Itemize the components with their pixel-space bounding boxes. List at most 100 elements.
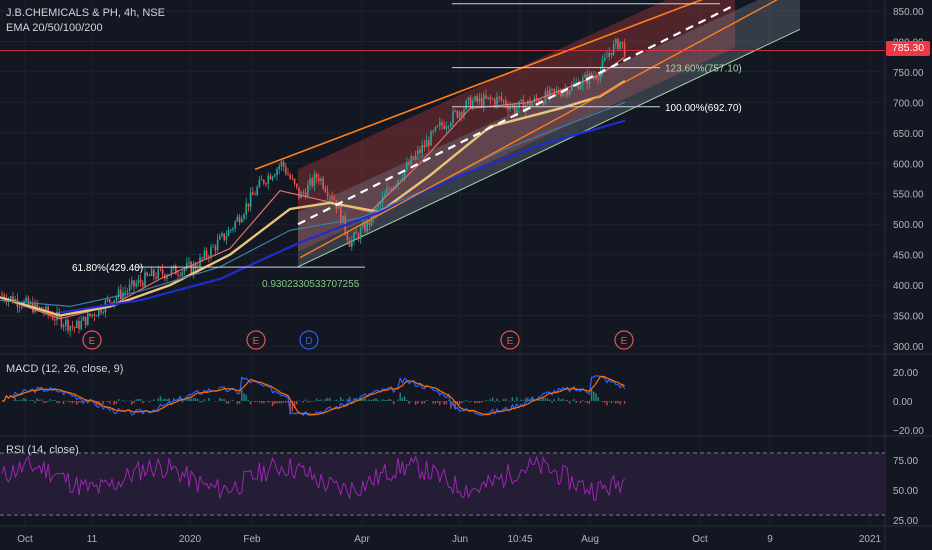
candle-body [441, 122, 443, 126]
candle-body [102, 312, 104, 314]
red-channel [298, 0, 735, 252]
candle-body [263, 179, 265, 184]
macd-histogram-bar [54, 400, 56, 401]
candle-body [364, 223, 366, 232]
macd-histogram-bar [560, 399, 562, 401]
candle-body [412, 156, 415, 160]
candle-body [577, 82, 580, 90]
candle-body [571, 84, 573, 91]
macd-histogram-bar [298, 400, 300, 401]
candle-body [234, 221, 236, 229]
event-label: D [305, 336, 312, 347]
macd-histogram-bar [604, 401, 606, 403]
macd-histogram-bar [590, 389, 593, 401]
price-tick: 450.00 [893, 251, 924, 262]
candle-body [212, 246, 214, 248]
channel-drawings [297, 0, 801, 268]
channel-label: 0.930233053370725​5 [262, 279, 360, 290]
candle-body [95, 315, 98, 317]
candle-body [285, 166, 287, 174]
candle-body [80, 320, 82, 330]
candle-body [302, 192, 305, 194]
candle-body [489, 97, 492, 100]
candle-body [71, 326, 74, 327]
channel-bottom [297, 28, 801, 268]
candle-body [280, 161, 283, 167]
macd-histogram-bar [168, 398, 170, 401]
candle-body [131, 280, 133, 285]
macd-histogram-bar [142, 401, 144, 404]
macd-histogram-bar [71, 401, 74, 404]
candle-body [62, 325, 65, 328]
macd-histogram-bar [56, 401, 58, 404]
price-tick: 500.00 [893, 220, 924, 231]
candle-body [584, 74, 586, 78]
candle-body [126, 290, 129, 292]
macd-histogram-bar [381, 399, 384, 401]
time-tick: 10:45 [507, 534, 532, 545]
candle-body [619, 41, 621, 50]
candle-body [106, 299, 109, 301]
candle-body [76, 321, 78, 328]
macd-histogram-bar [491, 397, 494, 401]
candle-body [113, 300, 115, 305]
candle-body [443, 125, 445, 129]
macd-histogram-bar [619, 401, 621, 405]
candle-body [399, 179, 401, 181]
macd-histogram-bar [399, 392, 401, 401]
macd-histogram-bar [161, 399, 164, 401]
candle-body [562, 91, 564, 97]
macd-histogram-bar [434, 401, 437, 404]
candle-body [612, 43, 615, 56]
candle-body [498, 96, 500, 98]
candle-body [47, 306, 49, 314]
candle-body [555, 90, 558, 92]
candle-body [590, 72, 593, 77]
candle-body [529, 100, 531, 106]
macd-histogram-bar [571, 400, 573, 401]
orange-trendline [254, 0, 704, 171]
candle-body [309, 178, 311, 185]
fib-618-label: 61.80%(429.40) [72, 263, 143, 274]
candle-body [133, 280, 135, 287]
candle-body [566, 88, 569, 95]
macd-histogram-bar [153, 399, 155, 401]
candle-body [621, 41, 624, 44]
macd-histogram-bar [192, 398, 195, 401]
macd-histogram-bar [249, 401, 252, 405]
macd-histogram-bar [190, 398, 192, 401]
candle-body [197, 268, 199, 270]
candle-body [474, 96, 476, 102]
candle-body [573, 83, 575, 85]
candle-body [170, 268, 173, 275]
macd-histogram-bar [29, 399, 32, 401]
candle-body [384, 193, 386, 197]
macd-histogram-bar [368, 399, 371, 401]
macd-histogram-bar [544, 398, 547, 401]
price-tick: 650.00 [893, 129, 924, 140]
macd-histogram-bar [208, 398, 210, 401]
candle-body [122, 292, 124, 299]
macd-histogram-bar [315, 398, 318, 401]
candle-body [135, 283, 137, 287]
candle-body [245, 203, 247, 215]
macd-histogram-bar [606, 401, 608, 406]
candle-body [329, 195, 331, 197]
macd-histogram-bar [73, 401, 76, 403]
grid [0, 0, 885, 526]
candle-body [311, 178, 313, 186]
candle-body [221, 233, 223, 237]
macd-histogram-bar [601, 401, 604, 402]
macd-histogram-bar [362, 398, 364, 401]
candle-body [45, 306, 47, 313]
time-tick: Jun [452, 534, 468, 545]
macd-histogram-bar [337, 401, 340, 402]
macd-histogram-bar [364, 397, 366, 401]
candle-body [150, 269, 153, 276]
candle-body [276, 169, 278, 176]
macd-histogram-bar [144, 401, 146, 402]
macd-histogram-bar [456, 401, 459, 405]
candle-body [69, 326, 71, 331]
macd-histogram-bar [157, 398, 159, 401]
